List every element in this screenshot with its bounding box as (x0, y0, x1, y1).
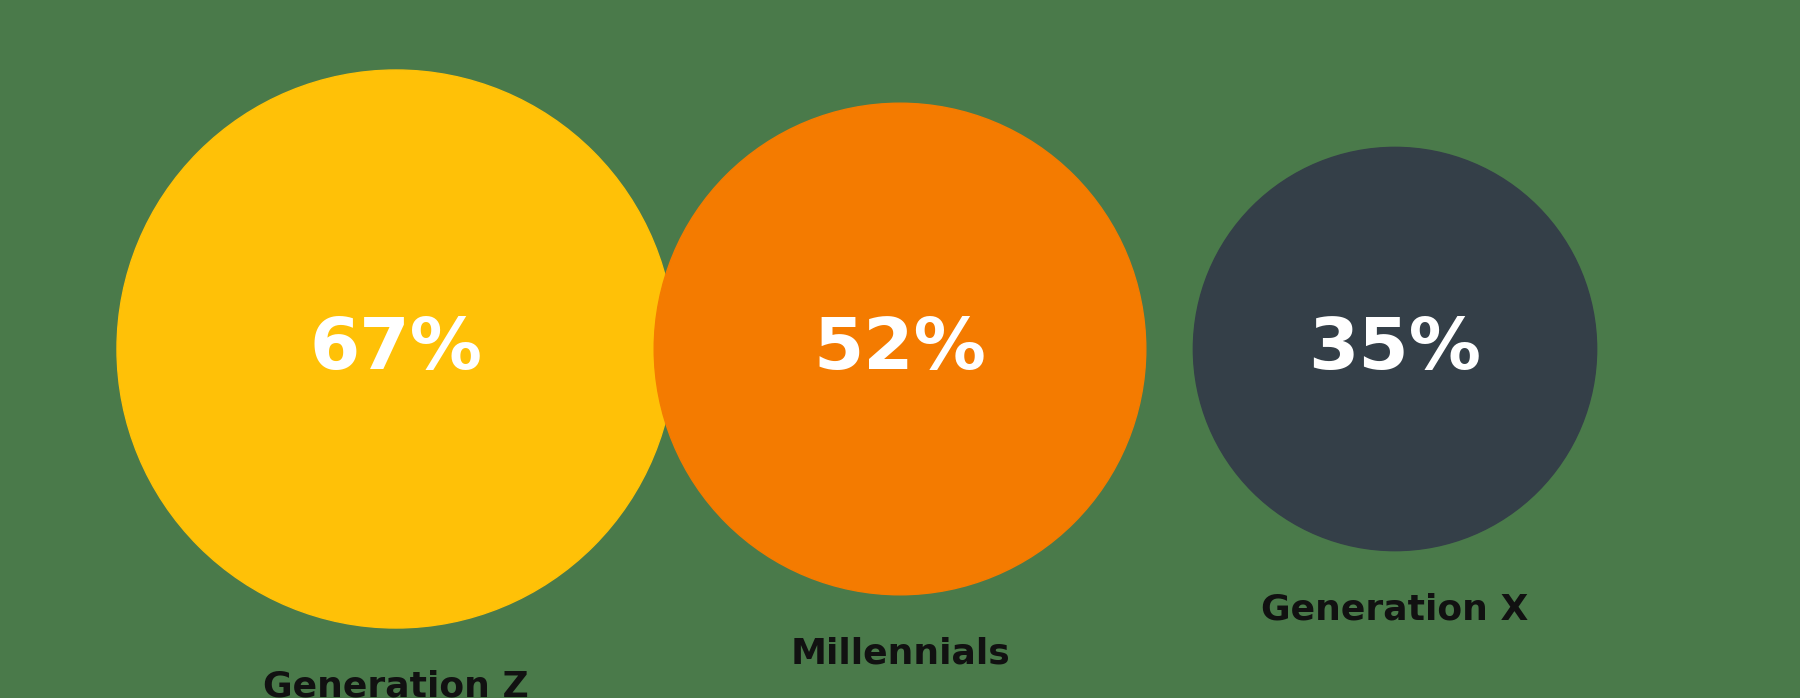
Ellipse shape (1193, 147, 1597, 551)
Text: 35%: 35% (1309, 315, 1481, 383)
Text: Generation X: Generation X (1262, 593, 1528, 627)
Ellipse shape (653, 103, 1147, 595)
Text: 67%: 67% (310, 315, 482, 383)
Ellipse shape (117, 70, 675, 628)
Text: Millennials: Millennials (790, 637, 1010, 671)
Text: Generation Z: Generation Z (263, 670, 529, 698)
Text: 52%: 52% (814, 315, 986, 383)
